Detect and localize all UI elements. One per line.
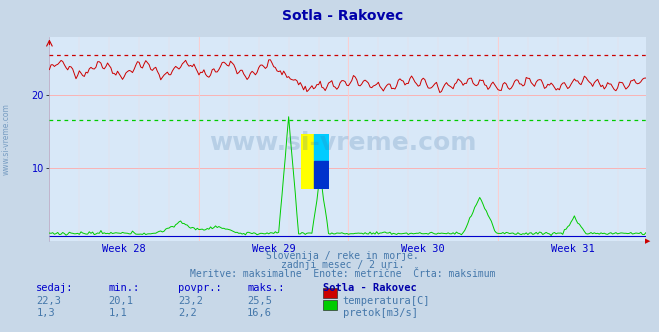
Text: Meritve: maksimalne  Enote: metrične  Črta: maksimum: Meritve: maksimalne Enote: metrične Črta… [190, 269, 496, 279]
Text: 1,1: 1,1 [109, 308, 127, 318]
Text: Sotla - Rakovec: Sotla - Rakovec [323, 283, 416, 293]
Text: min.:: min.: [109, 283, 140, 293]
Text: 16,6: 16,6 [247, 308, 272, 318]
Text: Sotla - Rakovec: Sotla - Rakovec [282, 9, 403, 23]
Text: Week 31: Week 31 [551, 244, 594, 254]
Text: 20,1: 20,1 [109, 296, 134, 306]
Text: sedaj:: sedaj: [36, 283, 74, 293]
Text: pretok[m3/s]: pretok[m3/s] [343, 308, 418, 318]
Text: Week 29: Week 29 [252, 244, 296, 254]
Text: 1,3: 1,3 [36, 308, 55, 318]
Text: 2,2: 2,2 [178, 308, 196, 318]
Text: ▶: ▶ [645, 238, 650, 244]
Text: Week 30: Week 30 [401, 244, 445, 254]
Text: Slovenija / reke in morje.: Slovenija / reke in morje. [266, 251, 419, 261]
Text: 25,5: 25,5 [247, 296, 272, 306]
Text: povpr.:: povpr.: [178, 283, 221, 293]
Text: Week 28: Week 28 [102, 244, 146, 254]
Text: 23,2: 23,2 [178, 296, 203, 306]
Text: maks.:: maks.: [247, 283, 285, 293]
Text: www.si-vreme.com: www.si-vreme.com [209, 131, 476, 155]
Text: temperatura[C]: temperatura[C] [343, 296, 430, 306]
Text: www.si-vreme.com: www.si-vreme.com [2, 104, 11, 175]
Text: 22,3: 22,3 [36, 296, 61, 306]
Text: zadnji mesec / 2 uri.: zadnji mesec / 2 uri. [281, 260, 405, 270]
